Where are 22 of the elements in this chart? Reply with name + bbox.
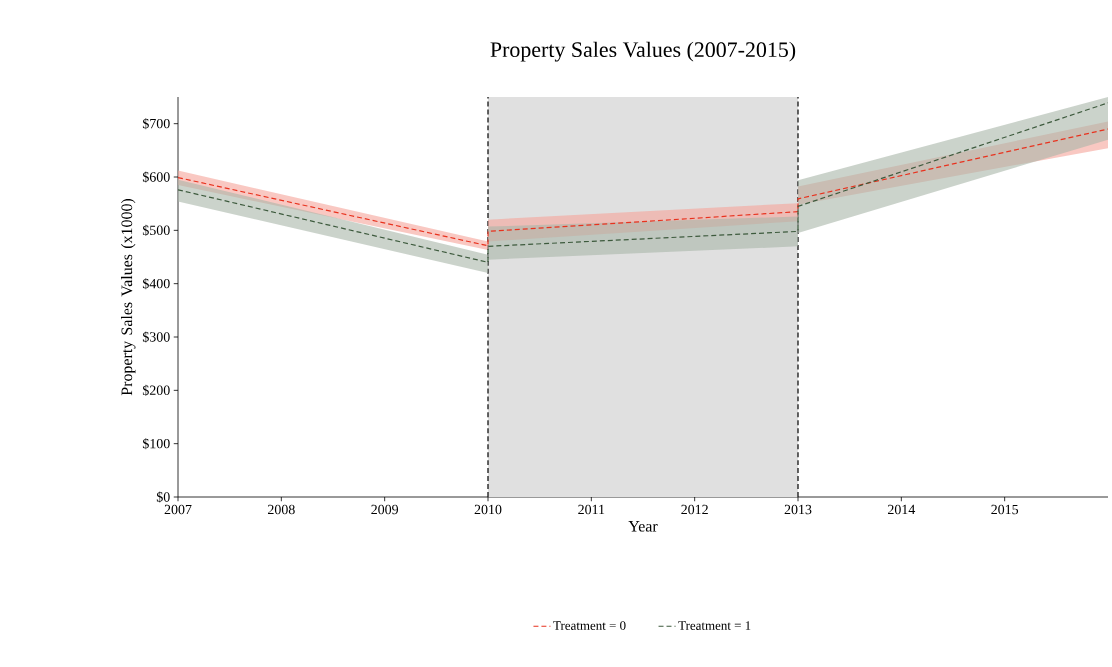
y-tick-label: $400 bbox=[142, 278, 170, 290]
x-tick-label: 2008 bbox=[267, 504, 295, 515]
legend-label: Treatment = 0 bbox=[553, 621, 626, 630]
y-tick-label: $100 bbox=[142, 438, 170, 450]
y-tick-label: $200 bbox=[142, 384, 170, 396]
x-axis-title: Year bbox=[628, 521, 658, 532]
x-tick-label: 2010 bbox=[474, 504, 502, 515]
x-tick-label: 2013 bbox=[784, 504, 812, 515]
y-tick-label: $500 bbox=[142, 224, 170, 236]
y-axis-title: Property Sales Values (x1000) bbox=[120, 198, 136, 396]
chart-title: Property Sales Values (2007-2015) bbox=[490, 41, 796, 62]
x-tick-label: 2007 bbox=[164, 504, 192, 515]
y-tick-label: $0 bbox=[156, 491, 170, 503]
y-tick-label: $300 bbox=[142, 331, 170, 343]
x-tick-label: 2012 bbox=[681, 504, 708, 515]
x-tick-label: 2009 bbox=[371, 504, 399, 515]
y-tick-label: $600 bbox=[142, 171, 170, 183]
x-tick-label: 2011 bbox=[578, 504, 605, 515]
legend-label: Treatment = 1 bbox=[678, 621, 751, 630]
y-tick-label: $700 bbox=[142, 118, 170, 130]
x-tick-label: 2015 bbox=[991, 504, 1019, 515]
x-tick-label: 2014 bbox=[888, 504, 916, 515]
